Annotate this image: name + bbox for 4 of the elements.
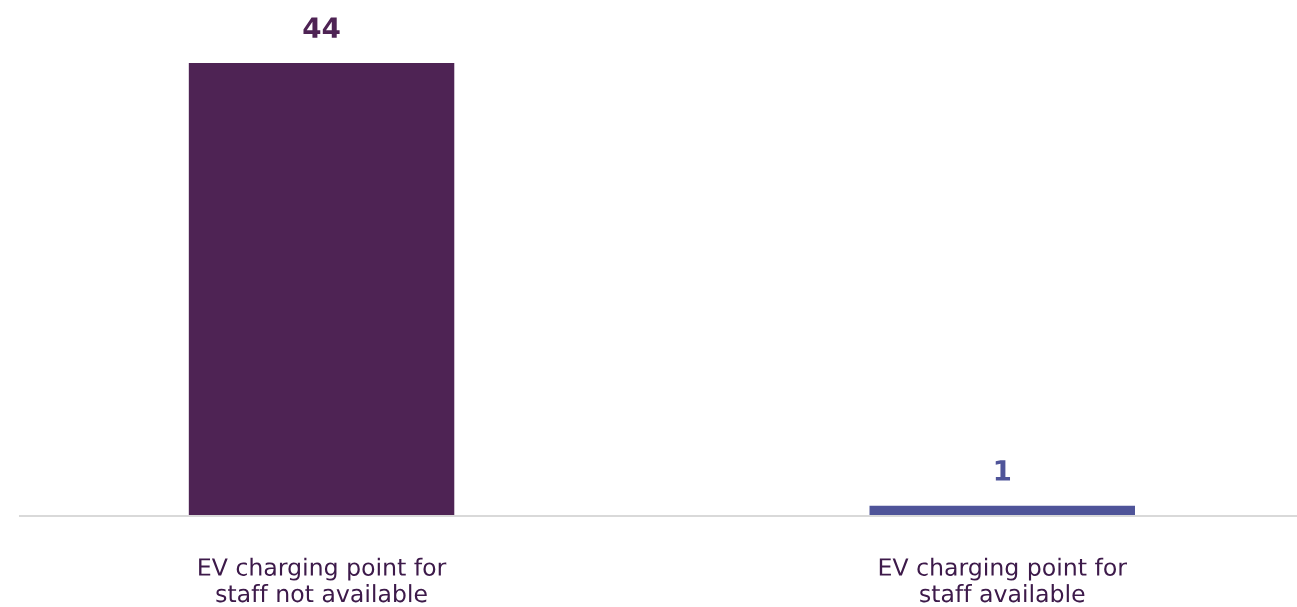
data-label: 1 [995, 460, 1011, 481]
x-tick-label: EV charging point for staff available [879, 557, 1127, 603]
x-tick-label: EV charging point for staff not available [199, 557, 447, 603]
data-label: 44 [303, 17, 340, 38]
